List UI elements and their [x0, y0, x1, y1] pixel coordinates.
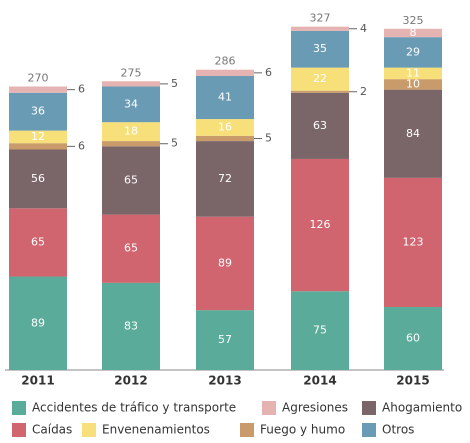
- legend-label: Ahogamiento: [382, 401, 462, 415]
- data-label: 5: [171, 137, 178, 150]
- data-label: 34: [124, 97, 138, 110]
- bar-segment: [384, 89, 442, 178]
- legend-label: Caídas: [32, 423, 72, 437]
- data-label: 123: [403, 235, 424, 248]
- legend-swatch: [362, 423, 376, 437]
- bar-segment: [196, 76, 254, 120]
- data-label: 12: [31, 130, 45, 143]
- bar-segment: [384, 28, 442, 38]
- data-label: 41: [218, 91, 232, 104]
- legend-label: Envenenamientos: [102, 423, 210, 437]
- data-label: 75: [313, 324, 327, 337]
- legend-label: Fuego y humo: [260, 423, 345, 437]
- bar-segment: [196, 141, 254, 217]
- legend-swatch: [262, 401, 276, 415]
- bar-segment: [291, 26, 349, 31]
- bar-segment: [102, 214, 160, 283]
- data-label: 89: [218, 256, 232, 269]
- bar-segment: [291, 67, 349, 91]
- data-label: 10: [406, 77, 420, 90]
- data-label: 6: [265, 66, 272, 79]
- bar-segment: [384, 37, 442, 68]
- bar-segment: [384, 307, 442, 370]
- data-label: 126: [310, 218, 331, 231]
- x-tick-label: 2011: [21, 374, 54, 388]
- data-label: 83: [124, 319, 138, 332]
- bar-segment: [102, 122, 160, 142]
- legend-swatch: [12, 401, 26, 415]
- bar-segment: [102, 146, 160, 215]
- bar-segment: [9, 143, 67, 150]
- bar-segment: [9, 130, 67, 144]
- legend-label: Accidentes de tráfico y transporte: [32, 401, 236, 415]
- legend-swatch: [362, 401, 376, 415]
- legend-swatch: [240, 423, 254, 437]
- total-label: 286: [215, 55, 236, 68]
- bar-segment: [102, 86, 160, 123]
- data-label: 56: [31, 172, 45, 185]
- data-label: 8: [410, 26, 417, 39]
- legend-label: Otros: [382, 423, 414, 437]
- legend-label: Agresiones: [282, 401, 348, 415]
- bar-segment: [291, 158, 349, 292]
- bar-segment: [196, 69, 254, 76]
- data-label: 6: [78, 83, 85, 96]
- data-label: 2: [360, 85, 367, 98]
- data-label: 16: [218, 120, 232, 133]
- bar-segment: [384, 79, 442, 90]
- bar-segment: [291, 92, 349, 159]
- bar-segment: [291, 90, 349, 93]
- data-label: 18: [124, 125, 138, 138]
- bar-segment: [196, 310, 254, 370]
- data-label: 65: [124, 242, 138, 255]
- data-label: 65: [124, 173, 138, 186]
- data-label: 89: [31, 316, 45, 329]
- total-label: 325: [403, 14, 424, 27]
- x-tick-label: 2014: [303, 374, 336, 388]
- data-label: 6: [78, 139, 85, 152]
- data-label: 22: [313, 72, 327, 85]
- bar-segment: [384, 177, 442, 307]
- bar-segment: [9, 149, 67, 209]
- legend-swatch: [82, 423, 96, 437]
- x-tick-label: 2015: [396, 374, 429, 388]
- data-label: 84: [406, 127, 420, 140]
- legend-swatch: [12, 423, 26, 437]
- data-label: 36: [31, 105, 45, 118]
- data-label: 4: [360, 22, 367, 35]
- data-label: 35: [313, 42, 327, 55]
- bar-segment: [384, 67, 442, 80]
- bar-segment: [196, 135, 254, 142]
- data-label: 5: [265, 131, 272, 144]
- data-label: 11: [406, 66, 420, 79]
- bar-segment: [102, 81, 160, 87]
- bar-segment: [9, 208, 67, 277]
- data-label: 63: [313, 119, 327, 132]
- data-label: 72: [218, 172, 232, 185]
- bar-segment: [9, 92, 67, 131]
- x-tick-label: 2012: [114, 374, 147, 388]
- data-label: 57: [218, 333, 232, 346]
- bar-segment: [291, 30, 349, 68]
- bar-segment: [102, 282, 160, 370]
- bar-segment: [291, 291, 349, 370]
- total-label: 270: [28, 72, 49, 85]
- bar-segment: [9, 276, 67, 370]
- bar-segment: [102, 141, 160, 147]
- x-tick-label: 2013: [208, 374, 241, 388]
- data-label: 5: [171, 77, 178, 90]
- bar-segment: [9, 86, 67, 93]
- bar-segment: [196, 216, 254, 311]
- bar-segment: [196, 119, 254, 136]
- data-label: 60: [406, 332, 420, 345]
- data-label: 29: [406, 45, 420, 58]
- total-label: 327: [310, 12, 331, 25]
- data-label: 65: [31, 235, 45, 248]
- total-label: 275: [121, 66, 142, 79]
